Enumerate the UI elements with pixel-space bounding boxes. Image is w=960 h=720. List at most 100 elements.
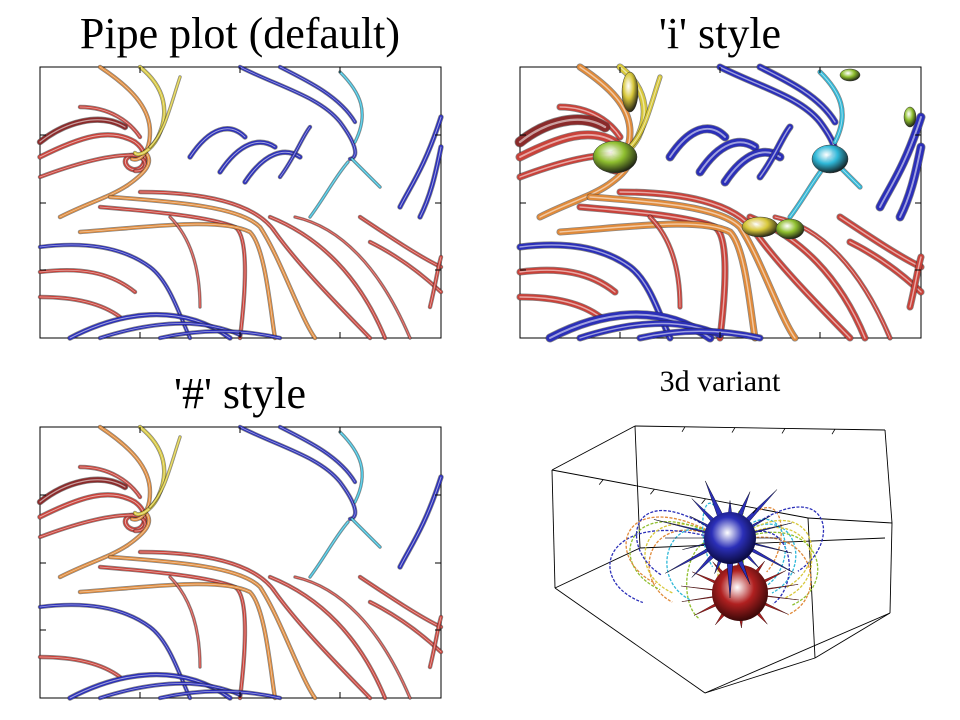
pipe-streamline — [38, 295, 122, 319]
pipe-streamline — [648, 215, 682, 309]
pipe-highlight — [399, 116, 442, 208]
panel-title-i-style: 'i' style — [658, 9, 782, 58]
pipe-highlight — [39, 269, 136, 293]
pipe-highlight — [759, 126, 791, 178]
pipe-highlight — [109, 556, 316, 699]
pipe-highlight — [139, 191, 371, 339]
field-line — [729, 536, 812, 616]
pipe-highlight — [239, 66, 356, 160]
pipe-highlight — [39, 134, 146, 171]
pipe-streamline — [517, 267, 618, 295]
pipe-streamline — [398, 115, 443, 209]
pipe-highlight — [99, 66, 151, 160]
pipe-plot-default — [36, 64, 444, 341]
pipe-highlight — [518, 118, 607, 144]
pipe-highlight — [219, 141, 276, 173]
panel-title-hash-style: '#' style — [174, 369, 306, 418]
pipe-highlight — [339, 431, 363, 503]
pipe-highlight — [139, 551, 371, 699]
pipe-highlight — [309, 161, 349, 218]
pipe-highlight — [429, 616, 442, 668]
pipe-highlight — [909, 256, 922, 308]
pipe-highlight — [59, 511, 150, 578]
panel-title-default: Pipe plot (default) — [79, 9, 401, 58]
pipe-streamline — [169, 576, 201, 668]
pipe-highlight — [279, 126, 311, 178]
field-line — [648, 529, 731, 603]
pipe-highlight — [79, 223, 276, 339]
pipe-highlight — [669, 127, 726, 158]
field-line — [625, 516, 731, 585]
pipe-highlight — [589, 196, 796, 339]
pipe-highlight — [649, 216, 681, 308]
pipe-plot-i-style — [514, 63, 926, 343]
pipe-streamline — [169, 216, 201, 308]
pipe-highlight — [629, 76, 661, 148]
pipe-highlight — [839, 216, 922, 268]
pipe-highlight — [819, 71, 843, 143]
pipe-highlight — [269, 576, 386, 699]
pipe-highlight — [39, 656, 121, 678]
pipe-highlight — [159, 690, 281, 699]
pipe-bulb — [903, 106, 917, 128]
pipe-highlight — [351, 518, 381, 548]
pipe-highlight — [39, 154, 146, 178]
pipe-streamline — [398, 475, 443, 569]
pipe-highlight — [269, 216, 386, 339]
pipe-highlight — [519, 269, 616, 293]
pipe-highlight — [189, 128, 246, 158]
pipe-highlight — [699, 141, 756, 173]
pipe-highlight — [399, 476, 442, 568]
pipe-highlight — [39, 494, 146, 531]
pipe-highlight — [559, 223, 756, 339]
field-line — [609, 530, 731, 604]
pipe-highlight — [759, 66, 836, 123]
pipe-highlight — [899, 146, 922, 218]
pipe-highlight — [149, 76, 181, 148]
pipe-highlight — [419, 146, 442, 218]
pipe-highlight — [159, 330, 281, 339]
pipe-highlight — [339, 71, 363, 143]
pipe-highlight — [309, 521, 349, 578]
pipe-bulb — [621, 71, 639, 113]
pipe-outline — [237, 424, 358, 522]
pipe-highlight — [39, 119, 126, 143]
field-line — [629, 521, 731, 591]
pipe-highlight — [559, 106, 621, 138]
pipe-highlight — [79, 583, 276, 699]
pipe-highlight — [519, 296, 601, 318]
pipe-highlight — [279, 426, 356, 483]
pipe-bulb — [839, 68, 861, 82]
pipe-bulb — [741, 216, 779, 238]
field-line — [635, 509, 731, 577]
pipe-highlight — [79, 106, 141, 138]
pipe-highlight — [169, 576, 201, 668]
pipe-highlight — [639, 330, 761, 339]
pipe-highlight — [99, 426, 151, 520]
field-line — [729, 527, 813, 599]
pipe-highlight — [239, 426, 356, 520]
pipe-plot-3d-variant — [540, 418, 910, 708]
pipe-highlight — [39, 479, 126, 503]
pipe-highlight — [59, 151, 150, 218]
pipe-highlight — [294, 216, 411, 339]
panel-title-3d-variant: 3d variant — [659, 365, 781, 398]
pipe-highlight — [149, 436, 181, 508]
field-line — [729, 519, 813, 589]
pipe-highlight — [79, 466, 141, 498]
sphere-red — [712, 565, 768, 621]
pipe-highlight — [879, 116, 922, 208]
pipe-highlight — [294, 576, 411, 699]
pipe-bulb — [811, 144, 849, 174]
field-line — [729, 531, 819, 607]
pipe-highlight — [359, 576, 442, 628]
pipe-bulb — [592, 140, 638, 174]
pipe-streamline — [238, 425, 357, 521]
pipe-highlight — [351, 158, 381, 188]
pipe-streamline — [38, 655, 122, 679]
pipe-bulb — [775, 218, 805, 240]
pipe-highlight — [279, 66, 356, 123]
pipe-highlight — [429, 256, 442, 308]
pipe-highlight — [39, 514, 146, 538]
sphere-blue — [704, 512, 756, 564]
